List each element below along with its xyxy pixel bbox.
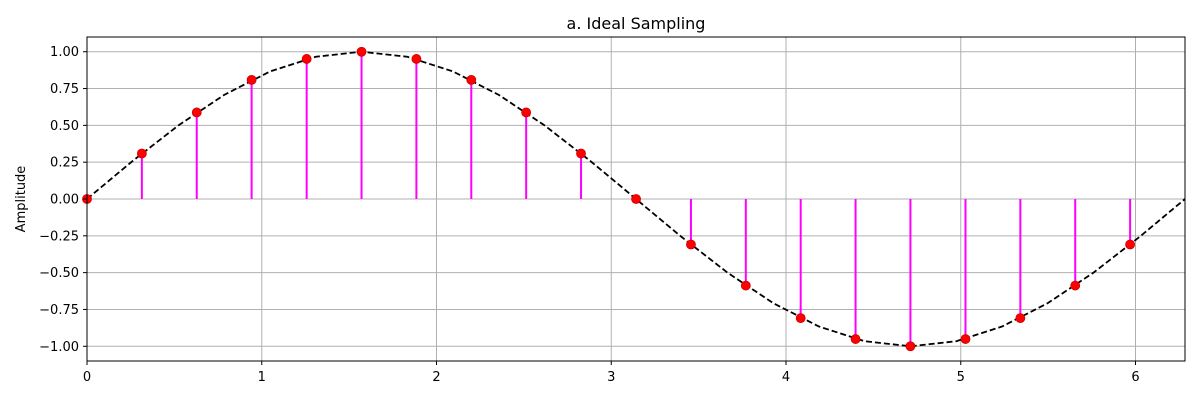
- sample-point: [356, 46, 367, 57]
- x-tick-label: 4: [782, 370, 790, 385]
- sample-point: [740, 280, 751, 291]
- sample-point: [576, 148, 586, 159]
- sample-point: [686, 239, 696, 250]
- sample-point: [631, 194, 641, 204]
- x-tick-label: 6: [1131, 370, 1139, 385]
- y-tick-label: −1.00: [39, 340, 79, 355]
- x-tick-label: 5: [957, 370, 965, 385]
- sample-point: [136, 148, 147, 159]
- axis-ticks: 0 1 2 3 4 5 6 −1.00 −0.75 −0.50 −0.25 0.00 0.25 0.50 0…: [39, 45, 1139, 385]
- y-axis-label: Amplitude: [14, 166, 29, 233]
- chart-title: a. Ideal Sampling: [567, 14, 706, 33]
- sample-point: [521, 107, 532, 118]
- y-tick-label: −0.75: [39, 303, 79, 318]
- x-tick-label: 2: [432, 370, 440, 385]
- x-tick-label: 1: [258, 370, 266, 385]
- sample-point: [411, 54, 422, 64]
- sample-point: [246, 74, 257, 85]
- sample-point: [795, 313, 806, 324]
- sample-point: [850, 334, 861, 344]
- grid-lines: [86, 37, 1185, 361]
- y-tick-label: 0.00: [50, 193, 79, 208]
- sample-point: [191, 107, 202, 118]
- x-tick-label: 0: [83, 370, 91, 385]
- sample-point: [1015, 313, 1026, 324]
- sample-point: [1070, 280, 1081, 291]
- sample-point: [1125, 239, 1135, 250]
- y-tick-label: −0.50: [39, 266, 79, 281]
- y-tick-label: −0.25: [39, 229, 79, 244]
- sample-point: [905, 341, 916, 352]
- y-tick-label: 1.00: [50, 45, 79, 60]
- y-tick-label: 0.25: [50, 156, 79, 171]
- sample-point: [960, 334, 971, 344]
- y-tick-label: 0.50: [50, 119, 79, 134]
- plot-area: [82, 46, 1186, 352]
- y-tick-label: 0.75: [50, 82, 79, 97]
- sample-point: [466, 74, 477, 85]
- x-tick-label: 3: [607, 370, 615, 385]
- sample-point: [301, 54, 312, 64]
